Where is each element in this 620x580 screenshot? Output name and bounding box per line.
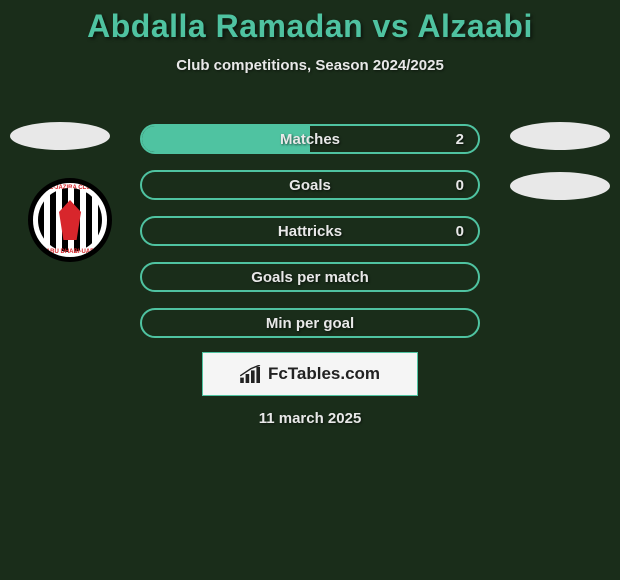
- club-logo-location: ABU DHABI-UAE: [33, 249, 107, 255]
- stat-label: Matches: [280, 131, 340, 148]
- subtitle: Club competitions, Season 2024/2025: [0, 57, 620, 74]
- stat-label: Goals: [289, 177, 331, 194]
- stat-bar: Goals per match: [140, 262, 480, 292]
- stat-value: 0: [456, 177, 464, 194]
- stat-value: 0: [456, 223, 464, 240]
- club-logo: AL-JAZIRA CLUB ABU DHABI-UAE: [28, 178, 112, 262]
- stats-bars: Matches 2 Goals 0 Hattricks 0 Goals per match M…: [140, 124, 480, 354]
- stat-label: Goals per match: [251, 269, 369, 286]
- date-label: 11 march 2025: [0, 410, 620, 427]
- club-logo-inner: [38, 188, 102, 252]
- jersey-placeholder-right-2: [510, 172, 610, 200]
- stat-value: 2: [456, 131, 464, 148]
- stat-bar: Goals 0: [140, 170, 480, 200]
- stat-label: Min per goal: [266, 315, 354, 332]
- stat-bar: Min per goal: [140, 308, 480, 338]
- jersey-placeholder-right-1: [510, 122, 610, 150]
- stat-bar: Matches 2: [140, 124, 480, 154]
- branding-badge: FcTables.com: [202, 352, 418, 396]
- jersey-placeholder-left: [10, 122, 110, 150]
- page-title: Abdalla Ramadan vs Alzaabi: [0, 0, 620, 45]
- bar-chart-icon: [240, 365, 262, 383]
- stat-bar: Hattricks 0: [140, 216, 480, 246]
- stat-label: Hattricks: [278, 223, 342, 240]
- branding-text: FcTables.com: [268, 364, 380, 384]
